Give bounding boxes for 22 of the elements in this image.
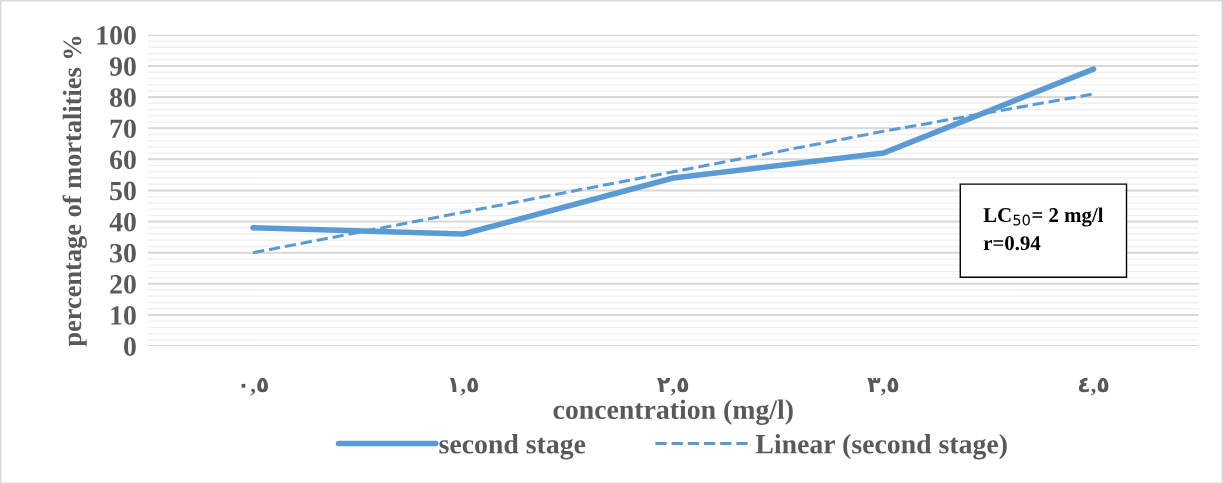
x-tick-label: ٢,٥: [657, 377, 689, 396]
x-tick-label: ٣,٥: [867, 377, 899, 396]
legend-label: second stage: [439, 434, 586, 460]
legend-label: Linear (second stage): [755, 434, 1007, 460]
annotation: LC$_{50}$= 2 mg/l: [983, 207, 1104, 227]
y-tick-label: 70: [110, 119, 136, 139]
x-tick-label: ٤,٥: [1078, 377, 1109, 396]
y-tick-label: 100: [97, 26, 136, 45]
x-axis-title: concentration (mg/l): [553, 399, 793, 425]
y-tick-label: 90: [109, 57, 136, 76]
y-axis-title: percentage of mortalities %: [62, 36, 87, 347]
y-tick-label: 60: [110, 150, 136, 170]
x-tick-label: ٠,٥: [241, 377, 268, 396]
annotation: r=0.94: [983, 236, 1041, 251]
y-tick-label: 40: [109, 212, 136, 232]
y-tick-label: 80: [110, 88, 136, 107]
y-tick-label: 0: [124, 337, 136, 356]
y-tick-label: 50: [110, 181, 136, 201]
y-tick-label: 10: [111, 306, 136, 325]
y-tick-label: 20: [110, 274, 136, 294]
x-tick-label: ١,٥: [449, 377, 479, 396]
y-tick-label: 30: [110, 243, 136, 263]
